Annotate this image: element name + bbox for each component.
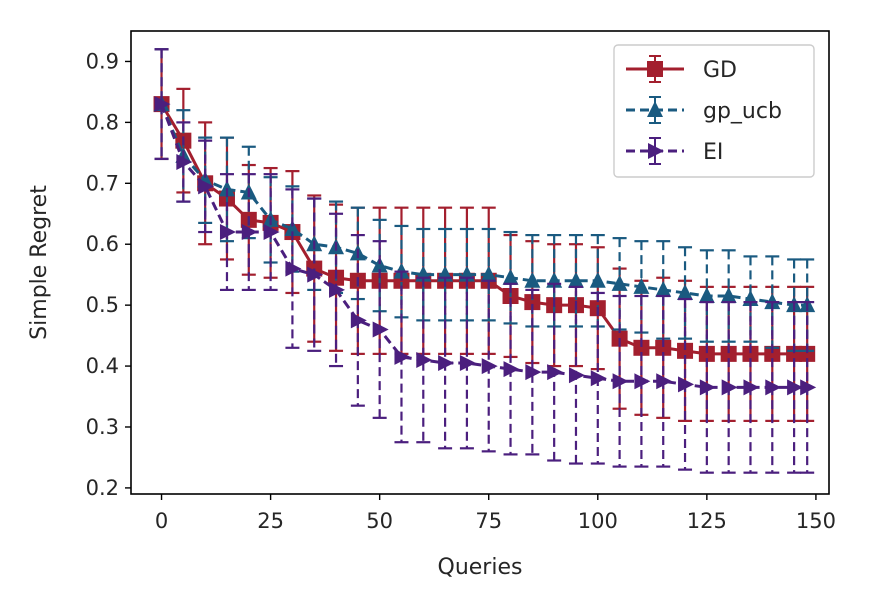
marker-ei xyxy=(416,351,433,368)
marker-ei xyxy=(459,355,476,372)
marker-gd xyxy=(742,345,759,362)
marker-ei xyxy=(721,379,738,396)
marker-gd xyxy=(698,345,715,362)
marker-ei xyxy=(787,379,804,396)
legend-marker-gp-ucb xyxy=(647,101,663,117)
marker-ei xyxy=(743,379,760,396)
y-tick-label: 0.4 xyxy=(86,354,119,378)
marker-gp-ucb xyxy=(698,287,715,304)
marker-ei xyxy=(800,379,817,396)
marker-ei xyxy=(590,370,607,387)
x-tick-label: 0 xyxy=(155,509,168,533)
marker-gd xyxy=(655,339,672,356)
marker-ei xyxy=(350,312,367,329)
legend-label-ei: EI xyxy=(703,140,723,165)
y-tick-label: 0.9 xyxy=(86,49,119,73)
legend-item-gp-ucb: gp_ucb xyxy=(626,96,782,124)
marker-gp-ucb xyxy=(611,274,628,291)
marker-gp-ucb xyxy=(371,256,388,273)
marker-gp-ucb xyxy=(502,268,519,285)
marker-gd xyxy=(764,345,781,362)
marker-gp-ucb xyxy=(720,287,737,304)
marker-ei xyxy=(329,281,346,298)
y-tick-label: 0.3 xyxy=(86,415,119,439)
marker-gp-ucb xyxy=(524,271,541,288)
legend-box xyxy=(613,44,815,178)
legend-label-gd: GD xyxy=(703,58,737,83)
marker-ei xyxy=(219,224,236,241)
tick-layer: 0 25 50 75 100 125 150 0.2 0.3 0.4 0.5 0.6 0.7 0.8 0.9 xyxy=(86,49,836,533)
marker-gd xyxy=(633,339,650,356)
x-tick-label: 125 xyxy=(687,509,727,533)
legend-marker-ei xyxy=(648,143,664,159)
marker-gd xyxy=(677,342,694,359)
marker-gp-ucb xyxy=(567,271,584,288)
plot-frame xyxy=(130,30,830,495)
marker-ei xyxy=(699,379,716,396)
marker-gd xyxy=(720,345,737,362)
marker-ei xyxy=(394,348,411,365)
marker-ei xyxy=(503,361,520,378)
marker-gp-ucb xyxy=(284,219,301,236)
marker-ei xyxy=(656,373,673,390)
marker-ei xyxy=(678,376,695,393)
marker-gp-ucb xyxy=(480,265,497,282)
legend: GD gp_ucb EI xyxy=(613,44,815,178)
marker-gp-ucb xyxy=(633,277,650,294)
legend-item-ei: EI xyxy=(626,137,723,165)
marker-ei xyxy=(372,321,389,338)
marker-ei xyxy=(612,373,629,390)
marker-ei xyxy=(198,178,215,195)
y-tick-label: 0.5 xyxy=(86,293,119,317)
marker-ei xyxy=(154,96,171,113)
marker-ei xyxy=(481,358,498,375)
y-tick-label: 0.2 xyxy=(86,476,119,500)
legend-item-gd: GD xyxy=(626,55,737,83)
y-tick-label: 0.8 xyxy=(86,110,119,134)
x-tick-label: 25 xyxy=(257,509,284,533)
marker-gd xyxy=(524,294,541,311)
x-axis-label: Queries xyxy=(438,555,523,580)
marker-ei xyxy=(285,260,302,277)
marker-ei xyxy=(438,355,455,372)
marker-gp-ucb xyxy=(677,283,694,300)
legend-label-gp-ucb: gp_ucb xyxy=(703,99,782,124)
marker-ei xyxy=(765,379,782,396)
x-tick-label: 150 xyxy=(796,509,836,533)
x-tick-label: 50 xyxy=(366,509,393,533)
marker-gp-ucb xyxy=(589,271,606,288)
marker-ei xyxy=(176,153,193,170)
x-tick-label: 100 xyxy=(578,509,618,533)
legend-marker-gd xyxy=(647,61,663,77)
marker-ei xyxy=(634,373,651,390)
series-ei xyxy=(154,48,817,474)
marker-gp-ucb xyxy=(655,280,672,297)
y-tick-label: 0.7 xyxy=(86,171,119,195)
marker-ei xyxy=(568,367,585,384)
marker-ei xyxy=(547,364,564,381)
y-axis-label: Simple Regret xyxy=(27,185,52,340)
x-tick-label: 75 xyxy=(475,509,502,533)
marker-ei xyxy=(525,364,542,381)
series-layer xyxy=(153,48,817,474)
marker-ei xyxy=(241,224,258,241)
marker-ei xyxy=(263,224,280,241)
y-tick-label: 0.6 xyxy=(86,232,119,256)
marker-ei xyxy=(307,266,324,283)
